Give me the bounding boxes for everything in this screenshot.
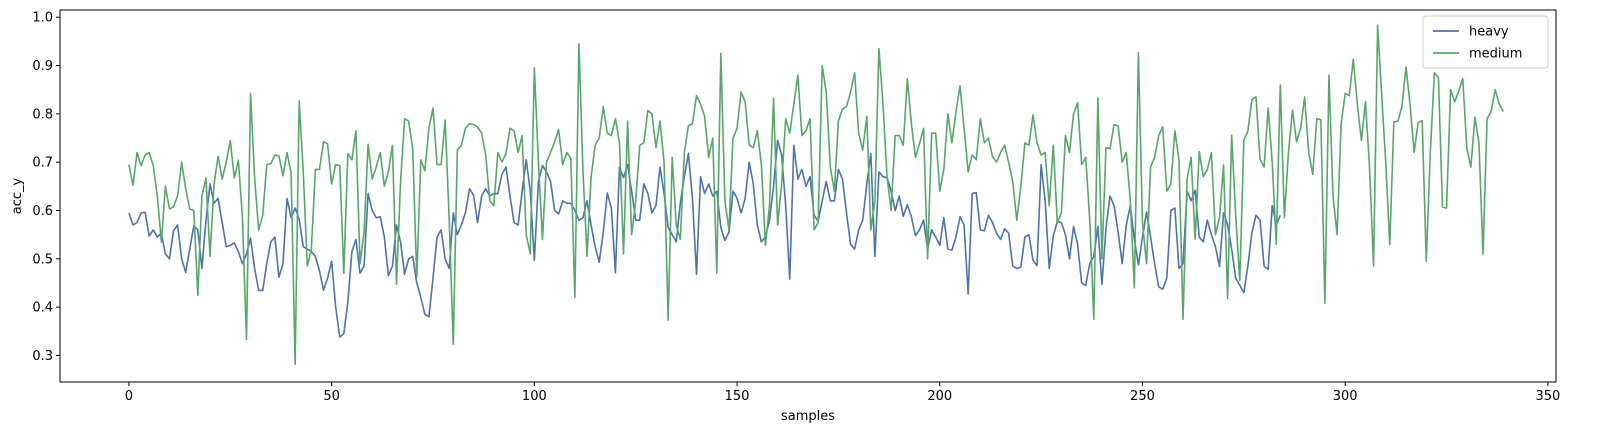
series-line-medium [128,24,1504,365]
y-axis-label: acc_y [10,177,25,214]
legend-label-medium: medium [1469,47,1522,62]
legend: heavy medium [1422,15,1549,69]
x-tick-label: 350 [1535,389,1560,404]
x-tick-label: 100 [522,389,547,404]
legend-label-heavy: heavy [1469,25,1509,40]
y-tick-label: 0.7 [32,156,53,171]
x-tick-label: 0 [125,389,133,404]
y-tick-label: 0.3 [32,349,53,364]
y-tick-label: 0.9 [32,59,53,74]
plot-frame [59,9,1557,383]
y-tick-label: 0.5 [32,252,53,267]
legend-box [1422,15,1549,69]
y-tick-label: 0.4 [32,301,53,316]
x-tick-label: 50 [323,389,340,404]
x-axis: 0 50 100 150 200 250 300 350 [125,382,1560,404]
y-tick-label: 1.0 [32,11,53,26]
x-tick-label: 300 [1333,389,1358,404]
x-tick-label: 200 [927,389,952,404]
series-line-heavy [128,139,1282,338]
series-layer [128,24,1504,365]
x-tick-label: 150 [725,389,750,404]
x-axis-label: samples [781,409,835,424]
y-tick-label: 0.6 [32,204,53,219]
y-axis: 0.3 0.4 0.5 0.6 0.7 0.8 0.9 1.0 [32,11,60,364]
y-tick-label: 0.8 [32,107,53,122]
x-tick-label: 250 [1130,389,1155,404]
